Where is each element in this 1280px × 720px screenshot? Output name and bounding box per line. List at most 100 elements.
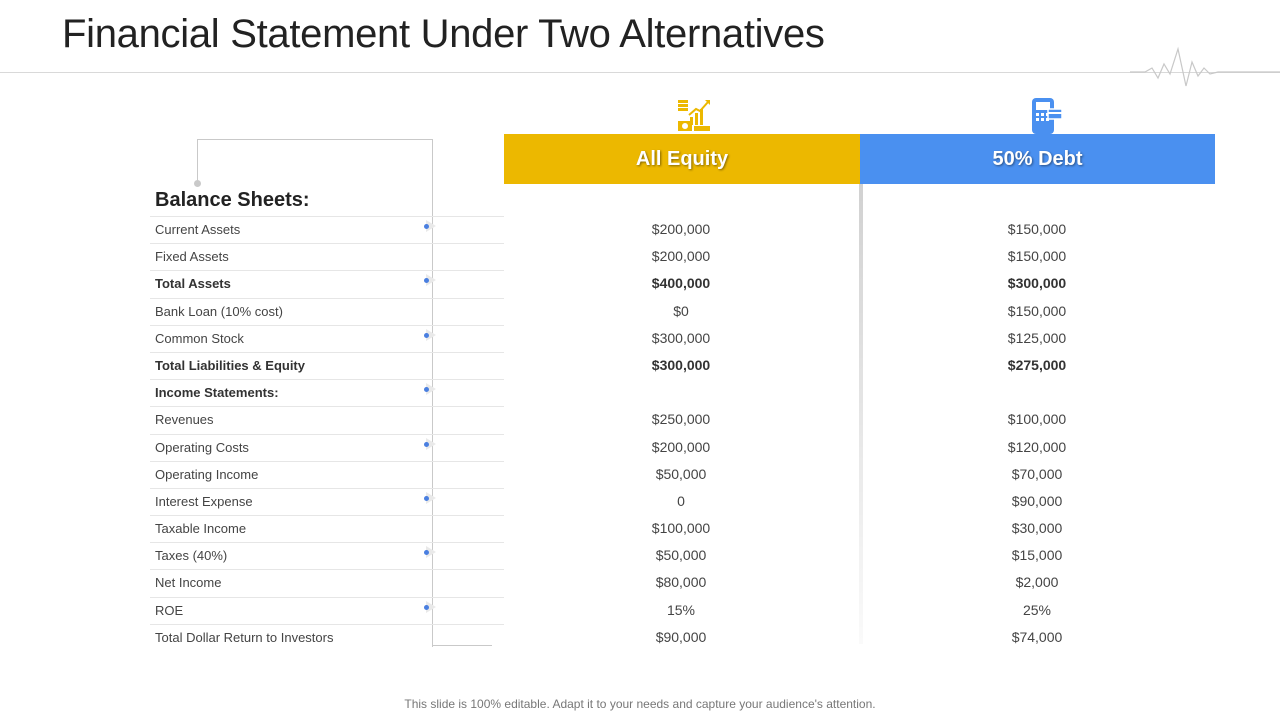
column-header-all-equity: All Equity	[504, 134, 860, 184]
equity-value: $100,000	[651, 520, 711, 537]
equity-value: $90,000	[655, 628, 707, 645]
column-header-50-debt: 50% Debt	[860, 134, 1215, 184]
bracket-connector-foot	[432, 645, 492, 646]
equity-value: $50,000	[655, 547, 707, 564]
row-label: Taxes (40%)	[155, 548, 228, 564]
equity-value: $400,000	[651, 275, 711, 292]
row-label: Bank Loan (10% cost)	[155, 303, 283, 319]
row-divider	[150, 379, 504, 381]
table-row: Income Statements:	[150, 379, 1215, 406]
equity-value: $200,000	[651, 221, 711, 237]
section-title-balance-sheets: Balance Sheets:	[155, 189, 310, 211]
row-label: Common Stock	[155, 330, 244, 346]
financial-growth-icon	[676, 97, 712, 138]
row-label: Total Assets	[155, 276, 231, 292]
footer-note: This slide is 100% editable. Adapt it to…	[404, 697, 876, 711]
debt-value: $2,000	[1015, 574, 1059, 591]
debt-value: $120,000	[1007, 438, 1067, 455]
financial-table: Current Assets $200,000 $150,000 Fixed A…	[150, 216, 1215, 651]
table-row: Fixed Assets $200,000 $150,000	[150, 243, 1215, 270]
debt-value: $150,000	[1007, 302, 1067, 319]
row-divider	[150, 569, 504, 571]
row-divider	[150, 216, 504, 217]
row-divider	[150, 351, 504, 353]
row-marker-icon	[424, 328, 436, 341]
row-marker-icon	[424, 600, 436, 613]
row-label: Total Dollar Return to Investors	[155, 629, 334, 645]
row-divider	[150, 406, 504, 408]
row-marker-icon	[424, 546, 436, 559]
row-divider	[150, 542, 504, 544]
table-row: Taxes (40%) $50,000 $15,000	[150, 542, 1215, 569]
table-row: ROE 15% 25%	[150, 596, 1215, 624]
debt-value: $70,000	[1011, 465, 1063, 482]
row-label: Taxable Income	[155, 521, 247, 537]
debt-value: 25%	[1022, 601, 1052, 618]
table-row: Bank Loan (10% cost) $0 $150,000	[150, 297, 1215, 325]
row-label: Fixed Assets	[155, 249, 229, 265]
row-marker-icon	[424, 220, 436, 232]
equity-value: $50,000	[655, 465, 707, 482]
equity-value: 0	[677, 492, 685, 509]
row-divider	[150, 487, 504, 489]
debt-value: $275,000	[1007, 356, 1067, 373]
row-label: Current Assets	[155, 222, 241, 237]
heartbeat-line-icon	[1130, 46, 1280, 87]
equity-value: $80,000	[655, 574, 707, 591]
table-row: Total Liabilities & Equity $300,000 $275…	[150, 351, 1215, 379]
debt-value: $15,000	[1011, 547, 1063, 564]
row-label: Total Liabilities & Equity	[155, 357, 305, 373]
row-label: Interest Expense	[155, 493, 253, 509]
equity-value: $300,000	[651, 356, 711, 373]
debt-value: $150,000	[1007, 221, 1067, 237]
row-label: Net Income	[155, 575, 222, 591]
row-marker-icon	[424, 491, 436, 504]
debt-value: $30,000	[1011, 520, 1063, 537]
equity-value: $0	[673, 302, 689, 319]
card-payment-terminal-icon	[1030, 97, 1064, 140]
equity-value: $250,000	[651, 411, 711, 428]
row-divider	[150, 515, 504, 517]
title-divider	[0, 72, 1280, 73]
row-divider	[150, 460, 504, 462]
row-label: Income Statements:	[155, 385, 279, 401]
row-divider	[150, 297, 504, 299]
slide-title: Financial Statement Under Two Alternativ…	[62, 12, 825, 56]
row-divider	[150, 270, 504, 272]
equity-value: 15%	[666, 601, 696, 618]
debt-value: $90,000	[1011, 492, 1063, 509]
bracket-connector-stem	[197, 139, 198, 183]
row-marker-icon	[424, 437, 436, 450]
table-row: Total Dollar Return to Investors $90,000…	[150, 623, 1215, 651]
debt-value: $125,000	[1007, 329, 1067, 346]
table-row: Taxable Income $100,000 $30,000	[150, 515, 1215, 542]
debt-value: $300,000	[1007, 275, 1067, 292]
table-row: Net Income $80,000 $2,000	[150, 569, 1215, 596]
table-row: Revenues $250,000 $100,000	[150, 406, 1215, 433]
equity-value: $200,000	[651, 438, 711, 455]
row-label: ROE	[155, 602, 184, 618]
row-marker-icon	[424, 383, 436, 396]
equity-value: $300,000	[651, 329, 711, 346]
row-divider	[150, 433, 504, 435]
row-divider	[150, 243, 504, 245]
table-row: Operating Income $50,000 $70,000	[150, 460, 1215, 488]
table-row: Operating Costs $200,000 $120,000	[150, 433, 1215, 461]
bracket-connector-dot	[194, 180, 201, 187]
column-divider-shadow	[859, 184, 863, 644]
row-label: Operating Income	[155, 466, 259, 482]
debt-value: $74,000	[1011, 628, 1063, 645]
row-divider	[150, 623, 504, 625]
equity-value: $200,000	[651, 248, 711, 265]
table-row: Current Assets $200,000 $150,000	[150, 216, 1215, 243]
debt-value: $150,000	[1007, 248, 1067, 265]
debt-value: $100,000	[1007, 411, 1067, 428]
row-label: Operating Costs	[155, 439, 249, 455]
row-marker-icon	[424, 274, 436, 287]
row-divider	[150, 324, 504, 326]
table-row: Common Stock $300,000 $125,000	[150, 324, 1215, 352]
table-row: Total Assets $400,000 $300,000	[150, 270, 1215, 297]
row-label: Revenues	[155, 412, 214, 428]
table-row: Interest Expense 0 $90,000	[150, 487, 1215, 515]
row-divider	[150, 596, 504, 598]
